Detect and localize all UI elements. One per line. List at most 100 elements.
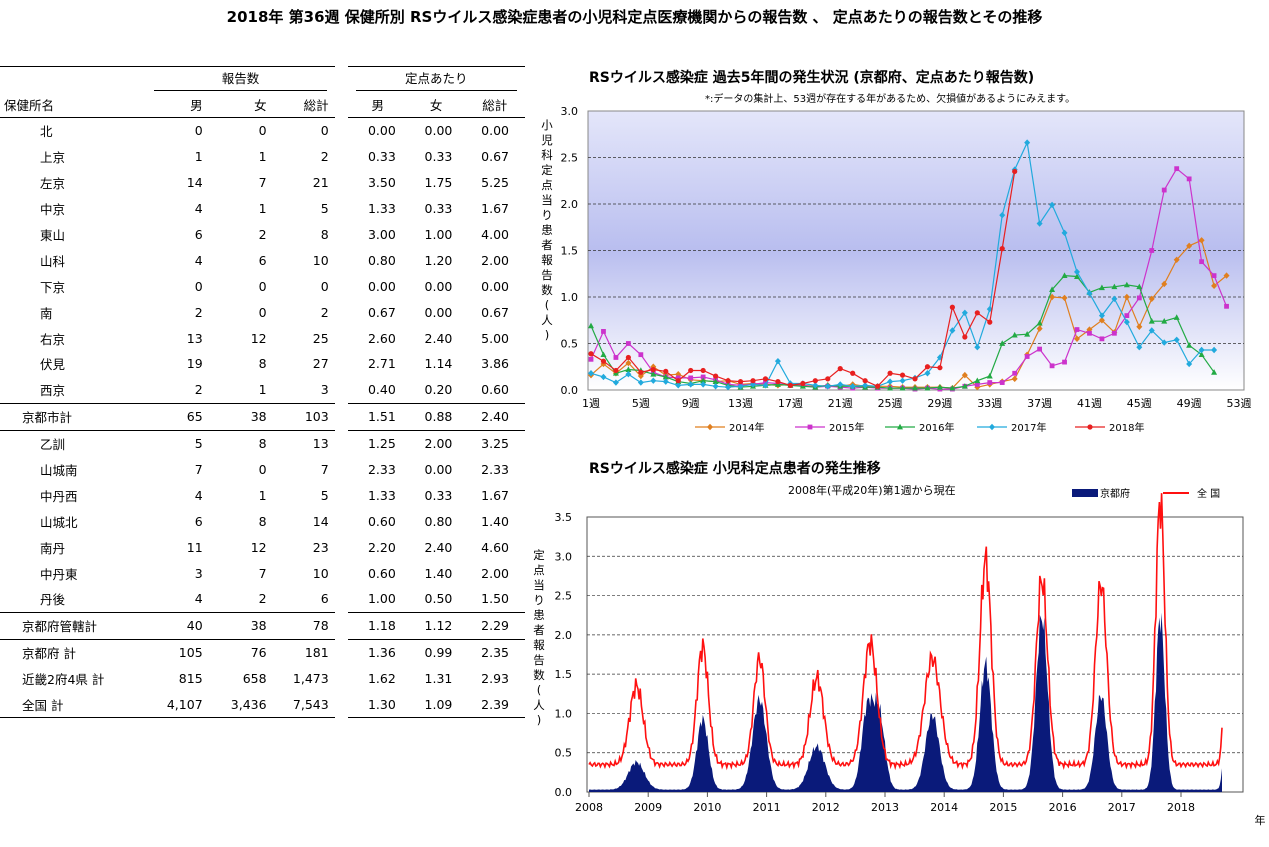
per-total-cell: 2.00 bbox=[481, 252, 509, 268]
chart1-point bbox=[924, 364, 931, 370]
name-cell: 上京 bbox=[40, 150, 66, 166]
chart1-point bbox=[812, 378, 818, 384]
chart1-point bbox=[688, 367, 694, 374]
per-female-cell: 1.20 bbox=[424, 252, 453, 268]
total-cell: 2 bbox=[320, 304, 329, 320]
chart1-point bbox=[612, 379, 619, 386]
chart1-point bbox=[1099, 336, 1105, 342]
chart1-point bbox=[712, 383, 719, 390]
female-cell: 1 bbox=[258, 487, 267, 503]
per-female-cell: 1.09 bbox=[407, 691, 465, 719]
chart1-point bbox=[887, 370, 893, 376]
chart1-legend-label: 2018年 bbox=[1109, 421, 1144, 434]
chart1-point bbox=[1136, 344, 1143, 351]
chart1-point bbox=[663, 368, 669, 374]
male-cell: 6 bbox=[194, 513, 203, 529]
chart1-point bbox=[887, 384, 894, 391]
chart1-point bbox=[1123, 318, 1130, 326]
per-total-cell: 2.29 bbox=[464, 612, 525, 640]
per-female-cell: 2.40 bbox=[424, 330, 453, 346]
total-cell: 3 bbox=[270, 376, 335, 404]
per-male-cell: 1.36 bbox=[367, 645, 396, 661]
female-cell: 6 bbox=[258, 252, 267, 268]
chart1-point bbox=[912, 376, 918, 382]
chart2-xtick: 2010 bbox=[693, 801, 721, 814]
per-female-cell: 0.80 bbox=[424, 513, 453, 529]
chart2-xtick: 2011 bbox=[753, 801, 781, 814]
chart1-point bbox=[974, 377, 981, 384]
chart1-point bbox=[1199, 259, 1205, 265]
chart1-point bbox=[1186, 176, 1192, 182]
per-male-cell: 1.30 bbox=[347, 691, 408, 719]
name-cell: 全国 計 bbox=[0, 691, 147, 719]
chart1-point bbox=[862, 378, 868, 384]
name-cell: 右京 bbox=[40, 331, 66, 347]
name-cell: 中丹西 bbox=[40, 488, 78, 504]
name-cell: 山科 bbox=[40, 253, 66, 269]
name-cell: 南 bbox=[40, 305, 53, 321]
chart1-point bbox=[613, 355, 619, 360]
male-cell: 0 bbox=[194, 123, 203, 139]
male-cell: 5 bbox=[194, 436, 203, 452]
per-female-cell: 1.40 bbox=[424, 565, 453, 581]
chart1-subtitle: *:データの集計上、53週が存在する年があるため、欠損値があるようにみえます。 bbox=[705, 92, 1075, 105]
chart1-legend-label: 2016年 bbox=[919, 421, 954, 434]
table-row: 西京 2 1 3 0.40 0.20 0.60 bbox=[0, 376, 525, 404]
chart1-point bbox=[1136, 323, 1143, 330]
chart1-point bbox=[1186, 342, 1193, 348]
table-row: 右京 13 12 25 2.60 2.40 5.00 bbox=[0, 325, 525, 351]
name-cell: 伏見 bbox=[40, 357, 66, 373]
chart1-point bbox=[750, 378, 756, 384]
male-cell: 105 bbox=[178, 645, 203, 661]
female-cell: 12 bbox=[250, 539, 267, 555]
chart2-xtick: 2016 bbox=[1049, 801, 1077, 814]
male-cell: 4 bbox=[194, 252, 203, 268]
name-cell: 中京 bbox=[40, 202, 66, 218]
per-male-cell: 3.00 bbox=[367, 227, 396, 242]
chart1-point bbox=[1223, 272, 1230, 279]
chart1-point bbox=[1061, 294, 1068, 302]
table-row: 丹後 4 2 6 1.00 0.50 1.50 bbox=[0, 586, 525, 613]
per-male-cell: 0.00 bbox=[367, 278, 396, 294]
name-cell: 西京 bbox=[0, 376, 147, 404]
name-cell: 京都府管轄計 bbox=[0, 612, 147, 640]
chart1-point bbox=[1123, 281, 1130, 288]
chart1-point bbox=[662, 378, 669, 385]
chart2-ytick: 3.0 bbox=[555, 550, 573, 563]
name-cell: 丹後 bbox=[0, 586, 147, 613]
chart2-ytick: 0.5 bbox=[555, 747, 573, 760]
chart1-legend-marker bbox=[1087, 424, 1093, 430]
chart1-point bbox=[1036, 319, 1043, 326]
total-cell: 7 bbox=[320, 462, 329, 478]
chart1-xtick: 33週 bbox=[977, 397, 1002, 410]
male-cell: 40 bbox=[146, 612, 207, 640]
chart1-point bbox=[650, 377, 657, 384]
chart1-point bbox=[1148, 295, 1155, 303]
chart2-ytick: 0.0 bbox=[555, 786, 573, 799]
chart1-ytick: 0.0 bbox=[561, 384, 579, 397]
chart1-point bbox=[961, 309, 968, 317]
chart1-point bbox=[637, 379, 644, 386]
chart1-point bbox=[1173, 256, 1180, 263]
female-cell: 2 bbox=[258, 227, 267, 242]
chart1-point bbox=[1211, 273, 1217, 279]
female-cell: 7 bbox=[258, 175, 267, 191]
per-male-cell: 0.40 bbox=[347, 376, 408, 404]
female-cell: 8 bbox=[258, 513, 267, 529]
per-female-cell: 1.31 bbox=[424, 671, 453, 687]
table-row: 上京 1 1 2 0.33 0.33 0.67 bbox=[0, 144, 525, 170]
chart2-xtick: 2012 bbox=[812, 801, 840, 814]
per-total-cell: 2.40 bbox=[464, 403, 525, 431]
chart1-point bbox=[1123, 293, 1130, 301]
chart1-point bbox=[1161, 187, 1167, 193]
female-cell: 12 bbox=[250, 330, 267, 346]
total-cell: 0 bbox=[320, 278, 329, 294]
total-cell: 23 bbox=[312, 539, 329, 555]
chart1-point bbox=[1049, 286, 1056, 292]
chart1-point bbox=[650, 366, 656, 373]
female-cell: 658 bbox=[242, 671, 267, 687]
chart1-point bbox=[974, 310, 980, 316]
chart1-point bbox=[1148, 327, 1155, 334]
per-male-cell: 2.33 bbox=[367, 462, 396, 478]
table-row: 北 0 0 0 0.00 0.00 0.00 bbox=[0, 118, 525, 144]
